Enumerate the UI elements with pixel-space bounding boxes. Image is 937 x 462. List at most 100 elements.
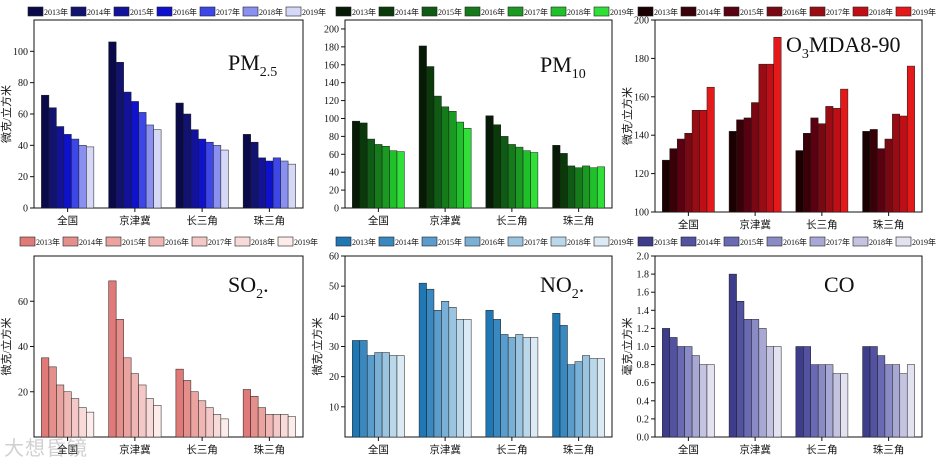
bar	[153, 405, 162, 438]
bar	[892, 364, 901, 438]
bar	[448, 307, 457, 438]
o3-chart: 2013年 2014年 2015年 2016年 2017年 2018年 2019年 100 12…	[620, 6, 936, 231]
bar	[56, 384, 65, 438]
bar	[418, 45, 427, 209]
bar	[456, 319, 464, 438]
y-tick-label: 140	[324, 78, 339, 89]
bar	[441, 106, 450, 209]
bar	[183, 113, 192, 209]
bar	[728, 273, 737, 438]
legend-swatch	[809, 236, 826, 247]
x-tick-label: 珠三角	[254, 443, 286, 456]
bar	[108, 280, 117, 438]
bar	[884, 138, 893, 213]
bar	[817, 364, 826, 438]
bar	[559, 325, 568, 438]
legend-label: 2017年	[524, 237, 548, 247]
legend-swatch	[191, 236, 208, 247]
y-tick-label: 100	[634, 208, 649, 219]
legend-label: 2018年	[567, 7, 591, 17]
pm25-legend: 2013年 2014年 2015年 2016年 2017年 2018年 2019年	[27, 6, 326, 17]
y-tick-label: 80	[18, 78, 28, 89]
y-tick-label: 180	[634, 54, 649, 65]
bar-group	[418, 282, 472, 438]
legend-label: 2014年	[395, 237, 419, 247]
x-tick-label: 京津冀	[739, 443, 771, 456]
bar	[699, 364, 708, 438]
x-tick-label: 京津冀	[119, 214, 151, 227]
x-tick-label: 京津冀	[429, 443, 461, 456]
legend-swatch	[593, 236, 610, 247]
legend-item: 2019年	[895, 6, 936, 17]
legend-swatch	[550, 6, 567, 17]
bar	[676, 138, 685, 213]
y-tick-label: 0.0	[637, 433, 650, 444]
bar	[433, 95, 442, 209]
legend-item: 2013年	[19, 236, 60, 247]
bar	[582, 355, 591, 438]
legend-label: 2014年	[395, 7, 419, 17]
bar	[242, 389, 251, 438]
legend-swatch	[148, 236, 165, 247]
legend-label: 2013年	[36, 237, 60, 247]
legend-label: 2013年	[654, 7, 678, 17]
bar	[359, 340, 368, 438]
legend-item: 2017年	[809, 6, 850, 17]
bar	[272, 157, 281, 209]
legend-label: 2019年	[610, 237, 634, 247]
bar	[515, 146, 524, 209]
watermark-text: 大想昏镜	[4, 436, 88, 460]
legend-item: 2018年	[550, 6, 591, 17]
bar	[352, 340, 361, 438]
o3-title: O3MDA8-90	[786, 32, 901, 62]
bar	[463, 128, 472, 209]
bar	[669, 337, 678, 438]
legend-label: 2014年	[697, 7, 721, 17]
legend-swatch	[723, 236, 740, 247]
bar	[877, 148, 886, 213]
bar	[684, 346, 693, 438]
bar	[86, 411, 95, 438]
bar	[183, 380, 192, 438]
legend-label: 2017年	[216, 7, 240, 17]
bar	[265, 160, 274, 209]
legend-label: 2014年	[87, 7, 111, 17]
legend-swatch	[27, 6, 44, 17]
legend-swatch	[242, 6, 259, 17]
y-tick-label: 0.8	[637, 360, 650, 371]
pm10-title: PM10	[540, 52, 586, 82]
x-tick-label: 珠三角	[873, 218, 905, 231]
x-tick-label: 长三角	[186, 215, 218, 227]
legend-label: 2019年	[912, 7, 936, 17]
x-tick-label: 全国	[57, 214, 78, 227]
x-tick-label: 全国	[368, 214, 389, 227]
legend-item: 2015年	[723, 236, 764, 247]
bar	[810, 364, 819, 438]
bar	[115, 62, 124, 209]
y-tick-label: 100	[13, 47, 28, 58]
bar	[265, 414, 274, 438]
legend-swatch	[507, 236, 524, 247]
legend-item: 2019年	[593, 236, 634, 247]
legend-label: 2019年	[912, 237, 936, 247]
x-tick-label: 全国	[368, 443, 389, 456]
bar	[287, 163, 296, 209]
y-tick-label: 180	[324, 42, 339, 53]
legend-swatch	[464, 236, 481, 247]
bar	[500, 334, 509, 438]
bar	[706, 86, 715, 213]
legend-label: 2015年	[122, 237, 146, 247]
bar	[522, 337, 531, 438]
bar	[257, 157, 266, 209]
bar	[676, 346, 685, 438]
legend-swatch	[507, 6, 524, 17]
legend-swatch	[285, 6, 302, 17]
legend-swatch	[680, 6, 697, 17]
bar	[389, 355, 398, 438]
bar-group	[862, 346, 915, 438]
legend-swatch	[895, 6, 912, 17]
bar-group	[108, 280, 162, 438]
bar	[795, 150, 804, 213]
legend-item: 2019年	[593, 6, 634, 17]
